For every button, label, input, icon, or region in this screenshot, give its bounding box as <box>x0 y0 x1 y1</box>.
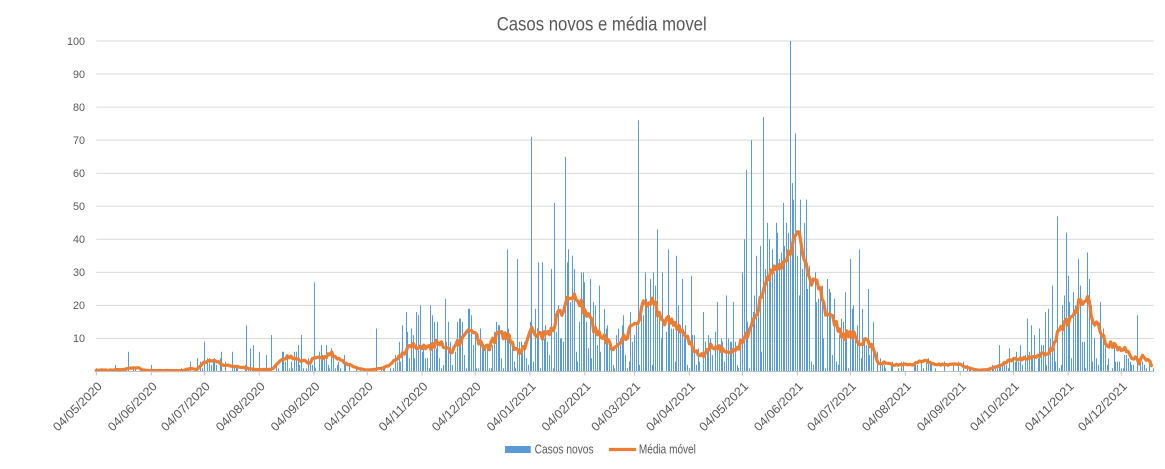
svg-text:80: 80 <box>73 102 85 114</box>
svg-text:60: 60 <box>73 168 85 180</box>
svg-text:30: 30 <box>73 267 85 279</box>
svg-text:10: 10 <box>73 333 85 345</box>
svg-text:50: 50 <box>73 201 85 213</box>
svg-text:Casos novos: Casos novos <box>535 442 594 456</box>
svg-text:70: 70 <box>73 135 85 147</box>
svg-text:20: 20 <box>73 300 85 312</box>
svg-text:100: 100 <box>67 36 85 48</box>
svg-text:Casos novos e média movel: Casos novos e média movel <box>497 14 707 35</box>
svg-text:40: 40 <box>73 234 85 246</box>
svg-text:Média móvel: Média móvel <box>639 442 696 456</box>
svg-text:90: 90 <box>73 69 85 81</box>
